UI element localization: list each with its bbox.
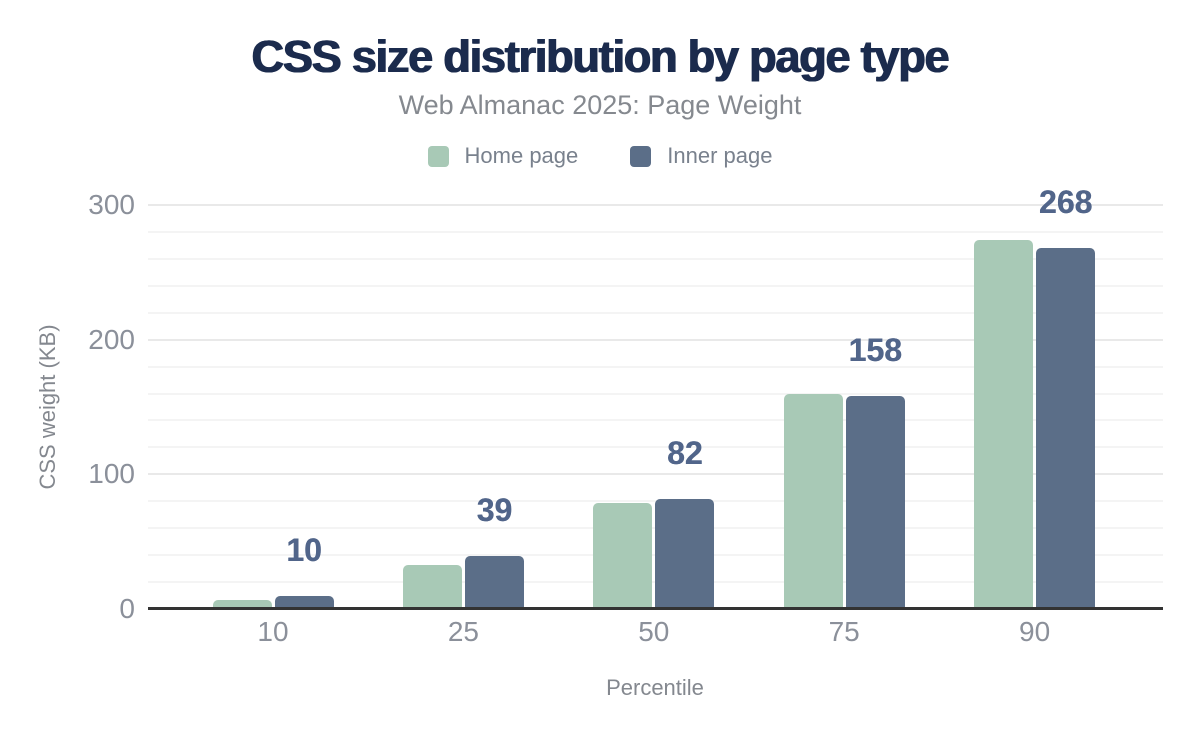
bar-inner-page-p25 bbox=[464, 556, 524, 609]
bar-home-page-p50 bbox=[593, 502, 653, 609]
legend-label-home-page: Home page bbox=[464, 143, 579, 168]
data-label-p25: 39 bbox=[476, 492, 513, 529]
minor-gridline-240 bbox=[148, 284, 1163, 287]
data-label-p50: 82 bbox=[667, 434, 703, 471]
minor-gridline-180 bbox=[148, 365, 1163, 368]
y-axis-title: CSS weight (KB) bbox=[35, 324, 60, 490]
chart-subtitle: Web Almanac 2025: Page Weight bbox=[398, 90, 802, 120]
data-label-p10: 10 bbox=[286, 531, 322, 568]
minor-gridline-220 bbox=[148, 311, 1163, 314]
y-tick-label-100: 100 bbox=[88, 458, 135, 490]
plot-area: 0 100 200 300 10 10 39 25 82 50 158 75 268 90 bbox=[88, 186, 1163, 646]
x-tick-label-50: 50 bbox=[638, 616, 670, 647]
x-tick-label-75: 75 bbox=[828, 616, 860, 647]
legend: Home page Inner page bbox=[0, 143, 1200, 169]
legend-label-inner-page: Inner page bbox=[667, 143, 773, 168]
x-axis-line bbox=[148, 607, 1163, 610]
legend-item-home-page: Home page bbox=[427, 143, 579, 169]
bar-inner-page-p75 bbox=[845, 396, 905, 609]
bar-home-page-p25 bbox=[402, 564, 462, 609]
major-gridline-300 bbox=[148, 204, 1163, 206]
minor-gridline-160 bbox=[148, 392, 1163, 395]
y-tick-label-200: 200 bbox=[88, 323, 135, 355]
minor-gridline-120 bbox=[148, 446, 1163, 449]
y-tick-label-0: 0 bbox=[119, 593, 135, 624]
inner-page-swatch bbox=[630, 145, 652, 167]
minor-gridline-140 bbox=[148, 419, 1163, 422]
data-label-p75: 158 bbox=[848, 332, 902, 369]
x-tick-label-90: 90 bbox=[1019, 616, 1051, 647]
x-tick-label-25: 25 bbox=[447, 616, 479, 647]
y-tick-label-300: 300 bbox=[88, 189, 135, 220]
legend-item-inner-page: Inner page bbox=[630, 143, 772, 169]
major-gridline-200 bbox=[148, 338, 1163, 341]
major-gridline-100 bbox=[148, 473, 1163, 476]
x-axis-title: Percentile bbox=[606, 675, 704, 700]
data-label-p90: 268 bbox=[1038, 184, 1093, 221]
x-tick-label-10: 10 bbox=[257, 616, 289, 647]
bar-inner-page-p90 bbox=[1036, 248, 1096, 609]
minor-gridline-280 bbox=[148, 230, 1163, 233]
bar-inner-page-p50 bbox=[655, 498, 715, 609]
chart-title: CSS size distribution by page type bbox=[251, 31, 950, 82]
home-page-swatch bbox=[427, 145, 449, 167]
bar-inner-page-p10 bbox=[274, 595, 334, 609]
minor-gridline-260 bbox=[148, 257, 1163, 260]
bar-home-page-p75 bbox=[783, 393, 843, 609]
bar-home-page-p90 bbox=[974, 240, 1034, 609]
bar-home-page-p10 bbox=[212, 599, 272, 609]
